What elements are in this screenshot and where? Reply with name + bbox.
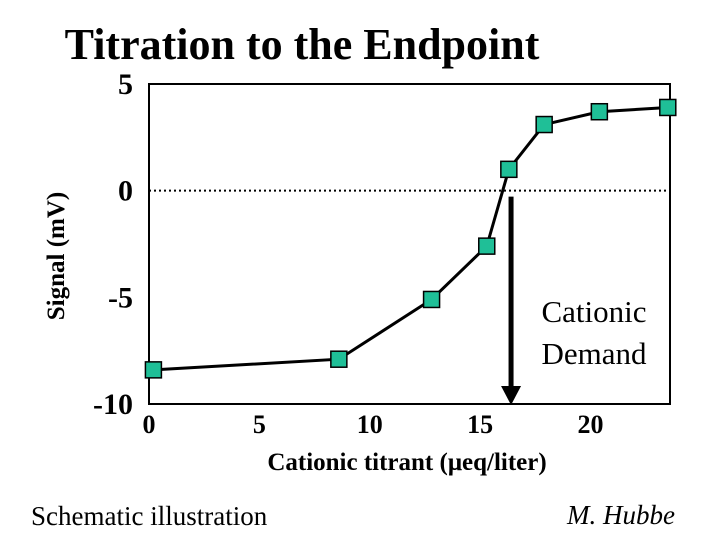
data-point — [535, 115, 553, 134]
annotation-line-1: Cationic — [541, 294, 646, 329]
y-tick-label: 5 — [118, 68, 133, 101]
x-tick-label: 5 — [253, 410, 266, 439]
footer-left: Schematic illustration — [31, 501, 268, 531]
plot-area: 5 0 -5 -10 0 5 10 15 20 — [93, 68, 677, 439]
x-tick-label: 20 — [578, 410, 604, 439]
data-point — [478, 237, 496, 255]
series-line — [153, 105, 668, 372]
x-axis-label: Cationic titrant (μeq/liter) — [267, 449, 546, 476]
x-tick-label: 15 — [467, 410, 493, 439]
y-axis-label: Signal (mV) — [43, 192, 70, 320]
data-point — [330, 350, 348, 368]
x-tick-label: 0 — [143, 410, 156, 439]
data-point — [659, 98, 677, 117]
chart-title: Titration to the Endpoint — [65, 20, 540, 69]
data-point — [422, 290, 441, 309]
y-tick-label: -5 — [108, 281, 133, 314]
data-point — [590, 102, 609, 121]
y-tick-label: 0 — [118, 175, 133, 208]
data-point — [500, 160, 518, 179]
annotation-line-2: Demand — [541, 336, 647, 371]
footer-right: M. Hubbe — [566, 500, 675, 530]
y-tick-label: -10 — [93, 388, 133, 421]
plot-frame — [148, 83, 671, 405]
endpoint-arrow-head — [501, 386, 522, 405]
x-tick-label: 10 — [357, 410, 383, 439]
data-point — [144, 361, 163, 379]
